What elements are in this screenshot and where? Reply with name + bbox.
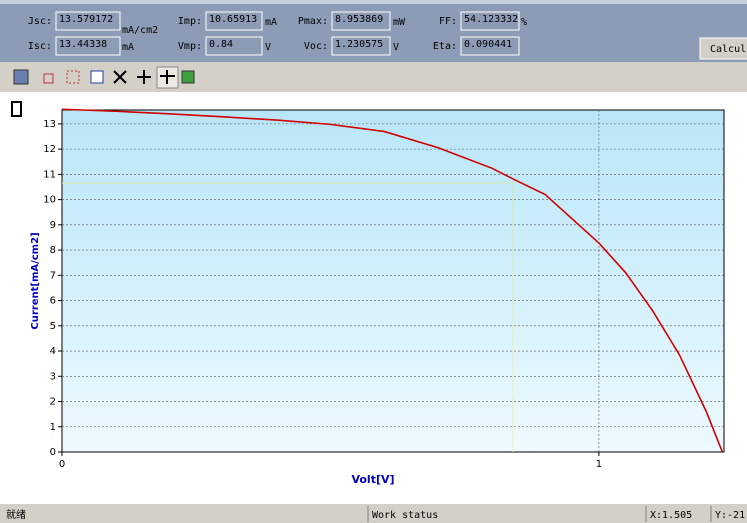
status-text: Work status: [372, 510, 438, 521]
field-box: [55, 11, 121, 31]
iv-curve: [61, 108, 724, 453]
y-tick-label: 10: [43, 195, 56, 206]
field-unit: V: [393, 42, 399, 53]
field-value: 54.123332: [464, 14, 518, 25]
field-unit: V: [265, 42, 271, 53]
field-box: [460, 36, 520, 56]
field-unit: %: [521, 17, 527, 28]
field-value: 13.44338: [59, 39, 107, 50]
field-value: 0.090441: [464, 39, 512, 50]
icon[interactable]: [160, 70, 175, 84]
field-value: 13.579172: [59, 14, 113, 25]
y-tick-label: 1: [50, 422, 56, 433]
field-unit: mA: [122, 42, 134, 53]
y-tick-label: 12: [43, 144, 56, 155]
field-label: Imp:: [178, 16, 202, 27]
icon[interactable]: [90, 70, 104, 84]
field-value: 0.84: [209, 39, 233, 50]
y-tick-label: 0: [50, 447, 56, 458]
icon[interactable]: [137, 70, 151, 84]
y-tick-label: 8: [50, 245, 56, 256]
icon[interactable]: [13, 69, 29, 85]
tab-strip: [0, 0, 747, 4]
x-tick-label: 1: [596, 459, 602, 470]
field-box: [55, 36, 121, 56]
status-bar: [0, 504, 747, 523]
field-label: Isc:: [28, 41, 52, 52]
y-tick-label: 7: [50, 270, 56, 281]
field-label: Eta:: [433, 41, 457, 52]
field-box: [205, 11, 263, 31]
field-unit: mA/cm2: [122, 25, 158, 36]
icon[interactable]: [43, 73, 54, 84]
status-text: X:1.505: [650, 510, 692, 521]
y-tick-label: 6: [50, 296, 56, 307]
x-axis-label: Volt[V]: [351, 473, 394, 486]
field-unit: mA: [265, 17, 277, 28]
y-tick-label: 4: [50, 346, 56, 357]
plot-area: [61, 109, 725, 453]
icon[interactable]: [113, 70, 127, 84]
x-tick-label: 0: [59, 459, 65, 470]
y-tick-label: 2: [50, 397, 56, 408]
field-label: Voc:: [304, 41, 328, 52]
icon[interactable]: [66, 70, 80, 84]
y-tick-label: 3: [50, 371, 56, 382]
calc-button[interactable]: [699, 37, 747, 60]
toolbar-icons: [13, 66, 195, 89]
field-label: Vmp:: [178, 41, 202, 52]
field-unit: mW: [393, 17, 406, 28]
status-text: Y:-21: [715, 510, 745, 521]
field-value: 8.953869: [335, 14, 383, 25]
y-tick-label: 11: [43, 169, 56, 180]
doc-icon[interactable]: [11, 101, 22, 117]
y-tick-label: 13: [43, 119, 56, 130]
field-label: Jsc:: [28, 16, 52, 27]
y-axis-label: Current[mA/cm2]: [30, 232, 41, 329]
field-label: Pmax:: [298, 16, 328, 27]
field-box: [331, 36, 391, 56]
field-value: 1.230575: [335, 39, 383, 50]
button-label[interactable]: Calcul: [710, 44, 746, 55]
icon[interactable]: [181, 70, 195, 84]
toolbar: [0, 62, 747, 92]
field-box: [460, 11, 520, 31]
status-text: 就绪: [6, 508, 26, 521]
y-tick-label: 9: [50, 220, 56, 231]
y-tick-label: 5: [50, 321, 56, 332]
field-box: [331, 11, 391, 31]
field-label: FF:: [439, 16, 457, 27]
field-value: 10.65913: [209, 14, 257, 25]
field-box: [205, 36, 263, 56]
